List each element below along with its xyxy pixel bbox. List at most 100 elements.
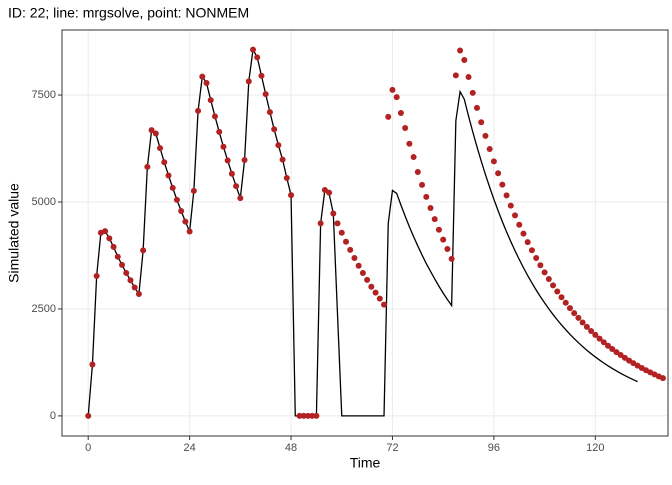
point [359,270,366,277]
point [617,352,624,359]
point [245,78,252,85]
point [89,361,96,368]
x-tick-label: 96 [488,442,500,454]
point [423,193,430,200]
point [452,72,459,79]
point [347,246,354,253]
point [342,238,349,245]
point [199,73,206,80]
point [241,157,248,164]
point [279,156,286,163]
point [520,230,527,237]
x-tick-label: 24 [183,442,195,454]
point [161,159,168,166]
point [596,335,603,342]
y-tick-label: 2500 [32,303,56,315]
point [512,212,519,219]
point [482,132,489,139]
point [334,220,341,227]
point [338,229,345,236]
point [524,239,531,246]
point [309,412,316,419]
point [448,255,455,262]
point [330,210,337,217]
point [140,247,147,254]
point [254,54,261,61]
point [537,262,544,269]
x-tick-label: 72 [386,442,398,454]
point [490,158,497,165]
point [469,89,476,96]
point [376,295,383,302]
point [296,412,303,419]
point [186,228,193,235]
point [313,412,320,419]
point [389,86,396,93]
point [385,113,392,120]
point [583,323,590,330]
point [300,412,307,419]
point [609,345,616,352]
point [659,375,666,382]
point [178,207,185,214]
x-tick-label: 0 [85,442,91,454]
point [220,143,227,150]
point [266,109,273,116]
point [613,349,620,356]
point [566,305,573,312]
point [165,172,172,179]
point [516,221,523,228]
point [207,97,214,104]
point [85,412,92,419]
point [478,119,485,126]
point [541,269,548,276]
point [127,277,134,284]
point [275,142,282,149]
point [402,124,409,131]
y-tick-label: 0 [50,410,56,422]
point [562,299,569,306]
point [355,262,362,269]
point [600,339,607,346]
point [106,235,113,242]
y-tick-label: 7500 [32,89,56,101]
point [507,202,514,209]
point [528,247,535,254]
point [190,187,197,194]
point [414,169,421,176]
point [135,290,142,297]
point [364,276,371,283]
point [102,228,109,235]
point [351,255,358,262]
chart-title: ID: 22; line: mrgsolve, point: NONMEM [8,5,249,21]
point [304,412,311,419]
point [110,243,117,250]
point [148,127,155,134]
point [144,163,151,170]
x-tick-label: 120 [586,442,604,454]
point [575,314,582,321]
point [503,192,510,199]
point [152,130,159,137]
point [224,157,231,164]
point [288,192,295,199]
point [397,109,404,116]
point [444,246,451,253]
point [558,294,565,301]
point [237,195,244,202]
point [233,183,240,190]
point [169,184,176,191]
point [271,126,278,133]
point [393,94,400,101]
point [473,104,480,111]
point [228,170,235,177]
point [410,154,417,161]
point [486,145,493,152]
point [182,218,189,225]
point [250,46,257,53]
point [571,310,578,317]
point [533,254,540,261]
point [119,261,126,268]
